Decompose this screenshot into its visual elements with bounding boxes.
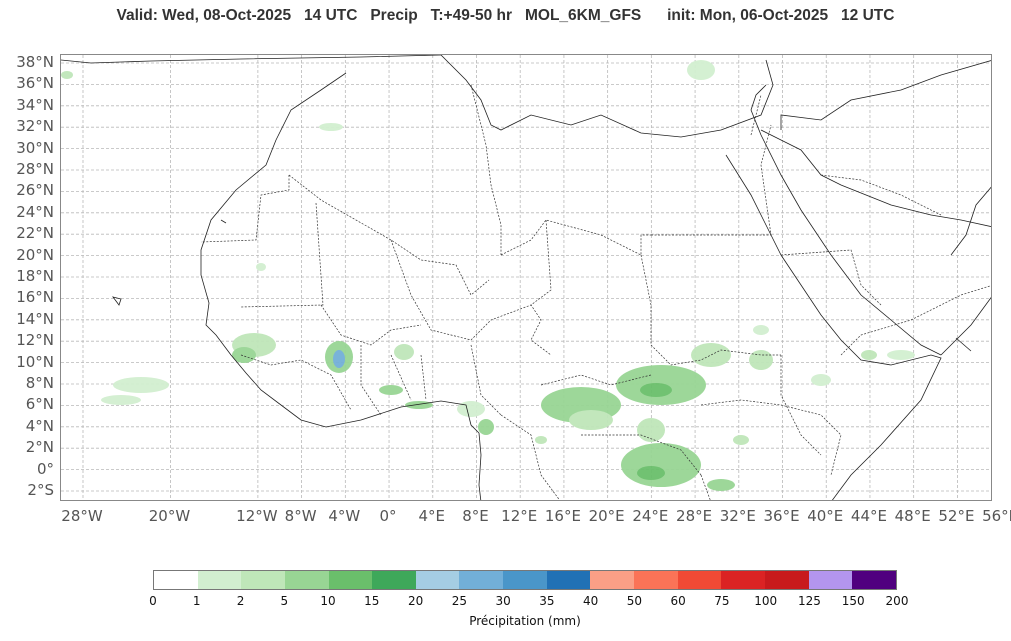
map-title: Valid: Wed, 08-Oct-2025 14 UTC Precip T:… bbox=[116, 7, 895, 24]
colorbar-swatch bbox=[590, 571, 635, 589]
longitude-label: 32°E bbox=[719, 507, 756, 525]
latitude-label: 18°N bbox=[16, 267, 54, 285]
latitude-label: 4°N bbox=[25, 416, 54, 435]
latitude-label: 8°N bbox=[25, 374, 54, 392]
colorbar-swatch bbox=[634, 571, 678, 589]
longitude-label: 16°E bbox=[544, 507, 581, 525]
latitude-label: 14°N bbox=[16, 309, 54, 328]
colorbar-tick: 0 bbox=[149, 594, 157, 608]
colorbar-swatch bbox=[284, 571, 329, 589]
latitude-label: 24°N bbox=[16, 202, 54, 221]
colorbar-tick: 15 bbox=[364, 594, 380, 608]
longitude-label: 4°W bbox=[328, 507, 361, 525]
colorbar-tick: 125 bbox=[798, 594, 821, 608]
latitude-label: 6°N bbox=[25, 395, 54, 414]
colorbar-swatch bbox=[459, 571, 504, 589]
longitude-label: 12°W bbox=[236, 507, 278, 525]
longitude-label: 0° bbox=[379, 507, 397, 525]
longitude-label: 20°W bbox=[148, 507, 191, 525]
longitude-label: 20°E bbox=[588, 507, 625, 525]
colorbar-tick: 5 bbox=[280, 594, 289, 608]
precip-patches bbox=[61, 60, 915, 491]
longitude-label: 36°E bbox=[763, 507, 800, 525]
colorbar-tick: 10 bbox=[320, 594, 336, 608]
colorbar-tick: 1 bbox=[192, 594, 201, 608]
longitude-label: 52°E bbox=[938, 507, 975, 525]
colorbar-swatch bbox=[503, 571, 547, 589]
latitude-label: 36°N bbox=[16, 74, 54, 93]
colorbar-swatch bbox=[372, 571, 416, 589]
longitude-label: 28°E bbox=[676, 507, 713, 525]
colorbar-tick: 60 bbox=[670, 594, 686, 608]
colorbar-tick: 25 bbox=[451, 594, 467, 608]
colorbar-swatch bbox=[721, 571, 765, 589]
colorbar-tick: 200 bbox=[885, 594, 909, 608]
colorbar-swatch bbox=[764, 571, 809, 589]
latitude-label: 38°N bbox=[16, 53, 54, 71]
colorbar-swatch bbox=[677, 571, 722, 589]
latitude-label: 28°N bbox=[16, 160, 54, 178]
colorbar-tick: 35 bbox=[539, 594, 555, 608]
longitude-label: 4°E bbox=[418, 507, 446, 525]
longitude-label: 8°E bbox=[462, 507, 489, 525]
latitude-label: 20°N bbox=[16, 245, 54, 264]
colorbar-swatch bbox=[241, 571, 285, 589]
colorbar-swatch bbox=[415, 571, 460, 589]
latitude-label: 22°N bbox=[16, 224, 54, 243]
colorbar-tick: 30 bbox=[495, 594, 511, 608]
longitude-label: 12°E bbox=[501, 507, 538, 525]
colorbar-swatch bbox=[808, 571, 853, 589]
map-canvas bbox=[61, 55, 991, 500]
latitude-label: 2°S bbox=[27, 481, 54, 499]
longitude-label: 40°E bbox=[807, 507, 844, 525]
latitude-label: 26°N bbox=[16, 181, 54, 200]
colorbar-label: Précipitation (mm) bbox=[469, 614, 581, 628]
latitude-label: 30°N bbox=[16, 138, 54, 157]
longitude-label: 44°E bbox=[850, 507, 887, 525]
latitude-label: 2°N bbox=[25, 438, 54, 457]
colorbar-swatch bbox=[546, 571, 591, 589]
colorbar bbox=[153, 570, 897, 590]
colorbar-swatch bbox=[197, 571, 242, 589]
latitude-label: 34°N bbox=[16, 95, 54, 114]
colorbar-tick: 100 bbox=[754, 594, 778, 608]
colorbar-swatch bbox=[852, 571, 896, 589]
latitude-label: 16°N bbox=[16, 288, 54, 307]
colorbar-tick: 20 bbox=[407, 594, 424, 608]
latitude-label: 10°N bbox=[16, 352, 54, 371]
colorbar-tick: 40 bbox=[583, 594, 599, 608]
longitude-label: 48°E bbox=[894, 507, 931, 525]
longitude-label: 8°W bbox=[284, 507, 317, 525]
colorbar-swatch bbox=[328, 571, 373, 589]
country-borders bbox=[200, 84, 991, 500]
longitude-label: 56°E bbox=[982, 507, 1011, 525]
precipitation-map bbox=[60, 54, 992, 501]
latitude-label: 12°N bbox=[16, 331, 54, 350]
latitude-label: 32°N bbox=[16, 117, 54, 136]
colorbar-tick: 50 bbox=[626, 594, 643, 608]
colorbar-tick: 75 bbox=[714, 594, 730, 608]
longitude-label: 24°E bbox=[632, 507, 669, 525]
colorbar-tick: 2 bbox=[236, 594, 245, 608]
longitude-label: 28°W bbox=[61, 507, 103, 525]
colorbar-tick: 150 bbox=[841, 594, 865, 608]
latitude-label: 0° bbox=[36, 459, 54, 478]
coastlines bbox=[61, 55, 991, 500]
colorbar-swatch bbox=[154, 571, 198, 589]
